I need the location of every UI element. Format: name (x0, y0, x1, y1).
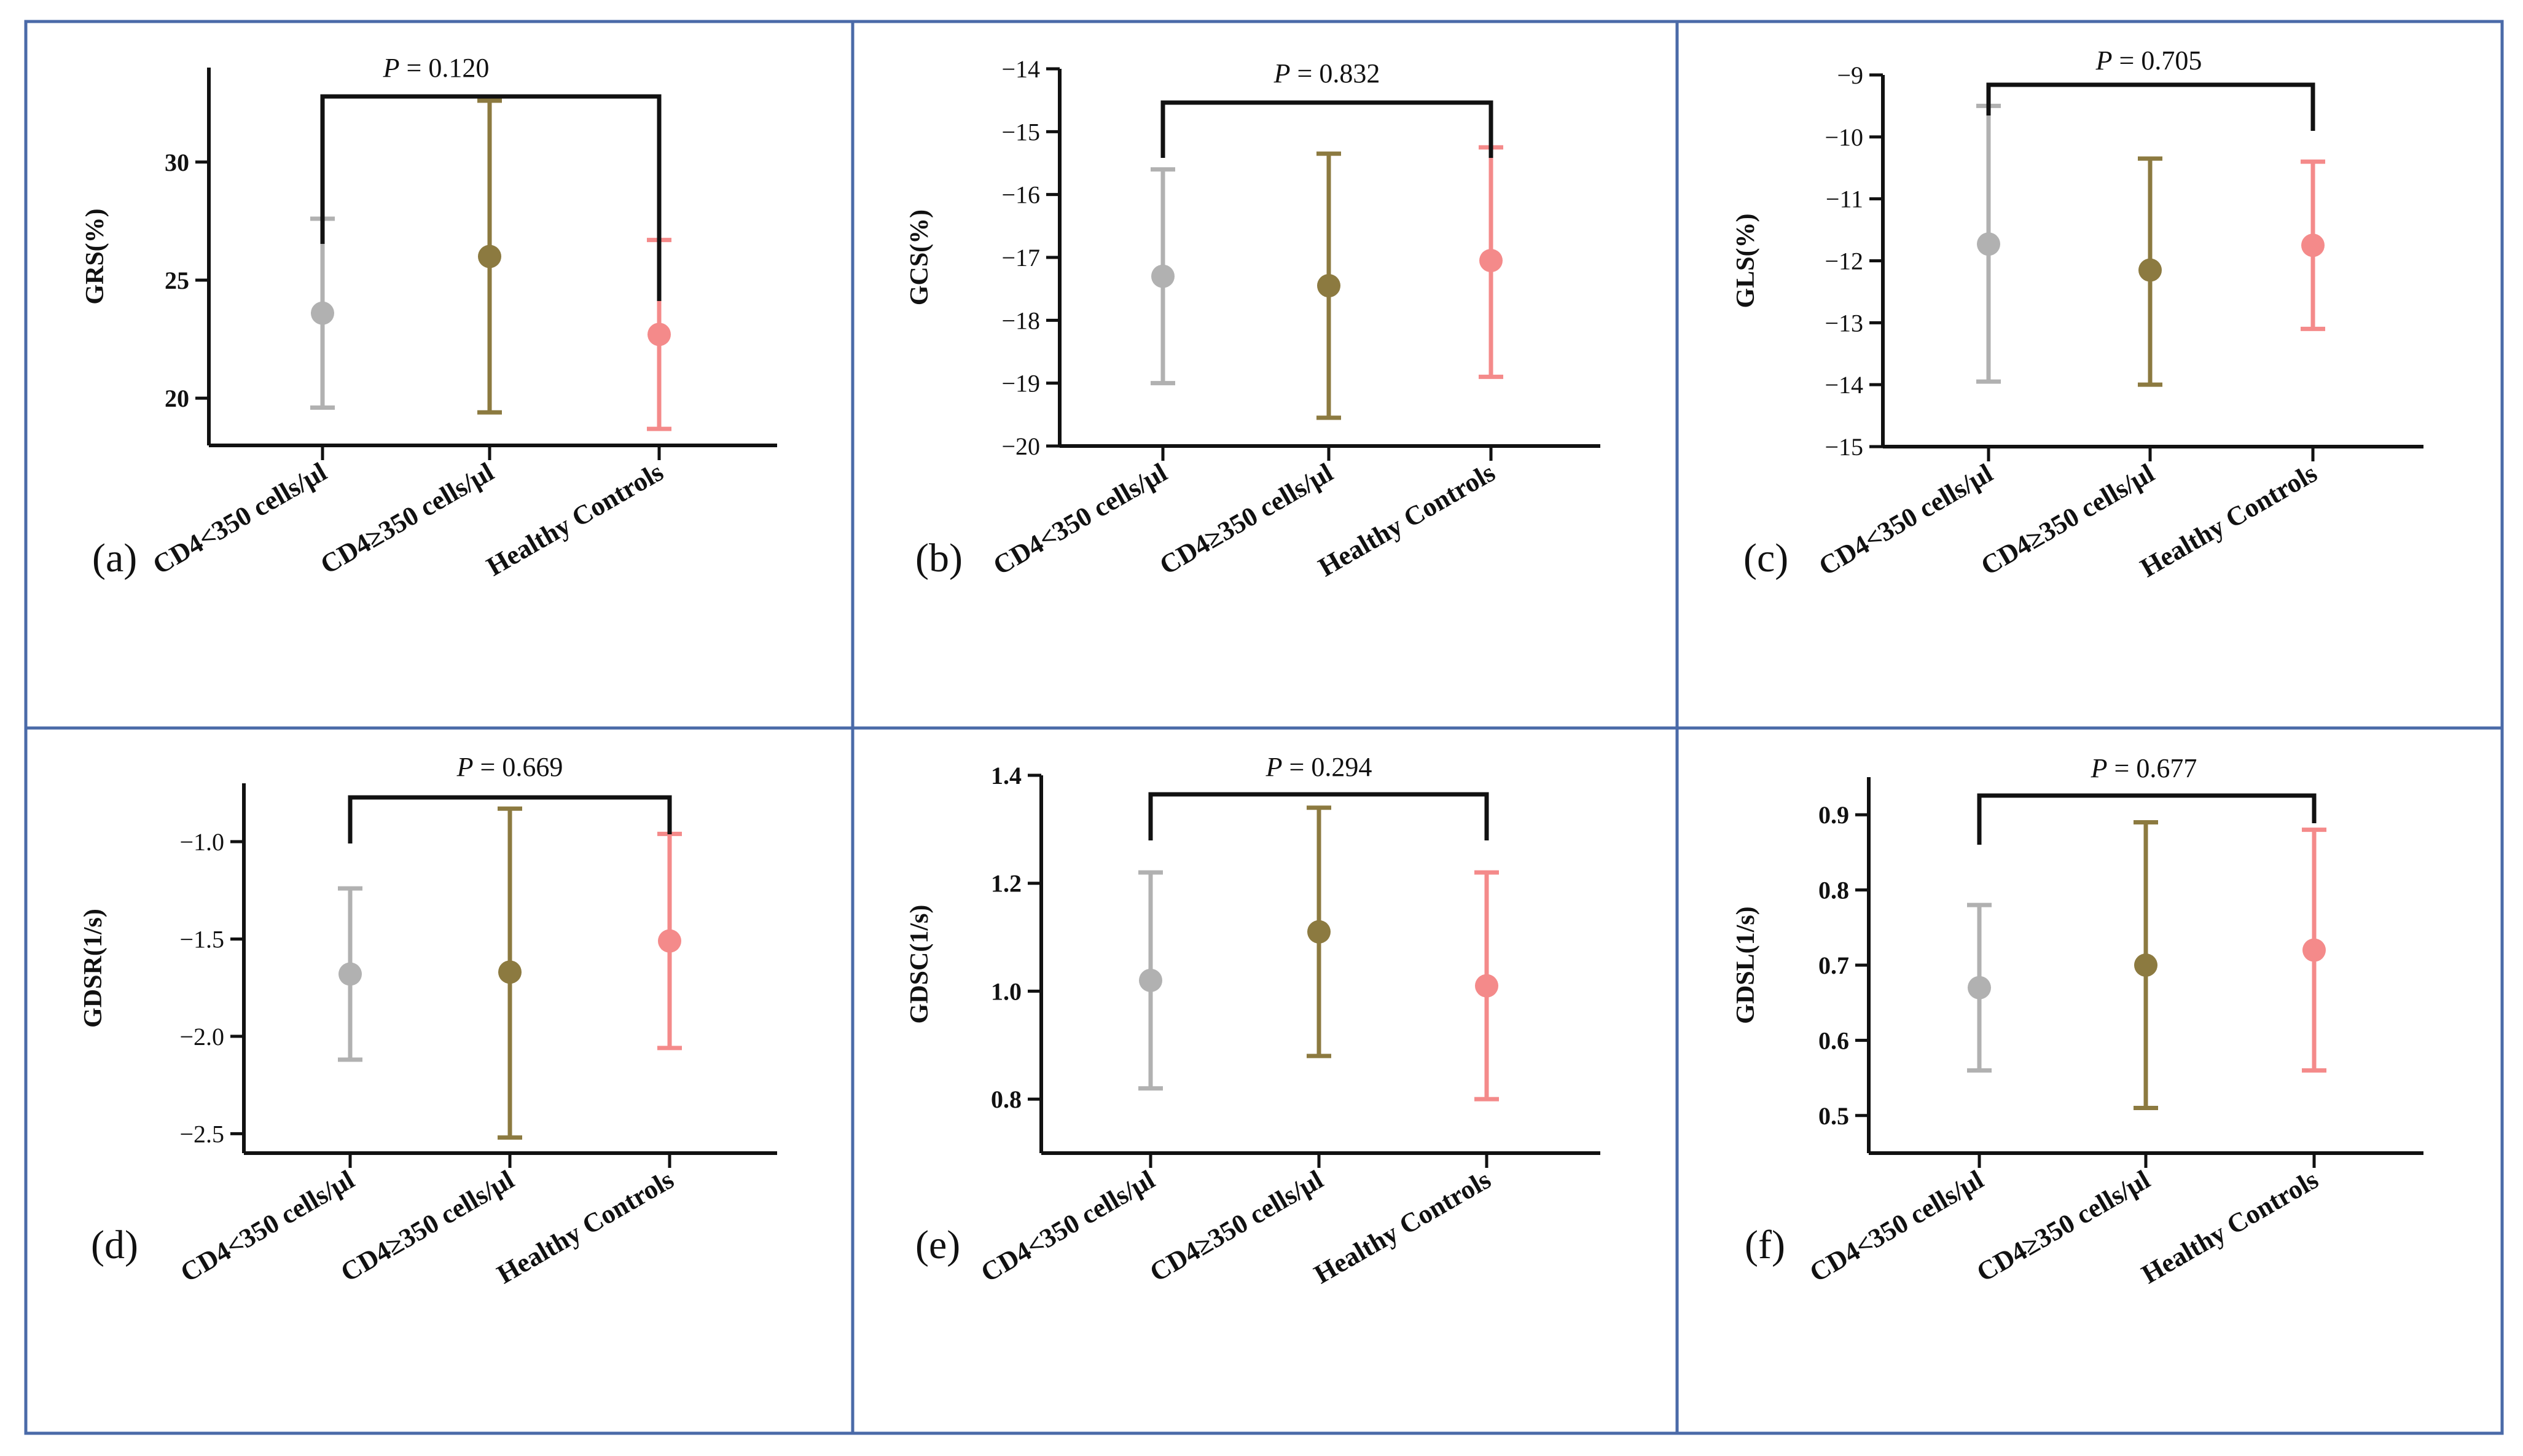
mean-point (647, 323, 671, 346)
mean-point (1977, 232, 2000, 256)
y-tick-label: 1.4 (991, 762, 1022, 789)
p-value-label: P = 0.120 (383, 53, 490, 83)
y-tick-label: −2.5 (179, 1120, 224, 1148)
y-tick-label: −20 (1001, 432, 1040, 460)
mean-point (311, 301, 334, 325)
panel-letter-label: (d) (91, 1223, 138, 1267)
mean-point (2302, 938, 2326, 962)
p-value-label: P = 0.705 (2095, 45, 2202, 76)
y-tick-label: −2.0 (179, 1023, 224, 1051)
mean-point (2138, 258, 2162, 282)
y-tick-label: 0.8 (1818, 877, 1849, 904)
panel-letter-label: (b) (915, 536, 963, 581)
y-tick-label: 0.5 (1818, 1102, 1849, 1130)
significance-bracket (1148, 792, 1489, 840)
y-axis-title: GDSC(1/s) (906, 905, 934, 1024)
y-tick-label: −19 (1001, 370, 1040, 397)
mean-point (1317, 274, 1340, 298)
panel-letter-label: (f) (1745, 1223, 1785, 1267)
y-tick-label: −15 (1825, 433, 1863, 461)
y-tick-label: −12 (1825, 248, 1863, 275)
y-tick-label: −9 (1837, 61, 1863, 89)
mean-point (1307, 920, 1331, 944)
y-tick-label: −15 (1001, 118, 1040, 146)
y-tick-label: 20 (165, 385, 189, 412)
p-value-label: P = 0.832 (1273, 58, 1380, 88)
y-axis-title: GRS(%) (81, 208, 109, 304)
mean-point (1139, 968, 1162, 992)
y-axis-title: GCS(%) (906, 209, 934, 305)
mean-point (1475, 974, 1498, 998)
y-tick-label: 0.9 (1818, 801, 1849, 829)
y-tick-label: 25 (165, 267, 189, 294)
y-tick-label: −13 (1825, 309, 1863, 337)
mean-point (1479, 249, 1503, 273)
y-tick-label: −1.5 (179, 925, 224, 953)
y-tick-label: −16 (1001, 181, 1040, 209)
mean-point (498, 960, 522, 984)
y-axis-title: GDSR(1/s) (79, 909, 108, 1028)
significance-bracket (1160, 100, 1493, 158)
p-value-label: P = 0.294 (1265, 752, 1372, 782)
y-tick-label: 1.0 (991, 977, 1022, 1005)
mean-point (338, 962, 362, 986)
mean-point (2134, 953, 2157, 977)
significance-bracket (320, 94, 662, 301)
panel-letter-label: (a) (92, 536, 137, 581)
mean-point (478, 245, 501, 268)
significance-bracket (348, 795, 672, 843)
p-value-label: P = 0.677 (2091, 753, 2197, 783)
mean-point (658, 929, 681, 953)
y-tick-label: 0.8 (991, 1086, 1022, 1113)
y-axis-title: GLS(%) (1732, 213, 1760, 308)
significance-bracket (1986, 82, 2315, 131)
y-axis-title: GDSL(1/s) (1732, 906, 1760, 1024)
mean-point (1968, 976, 1991, 1000)
mean-point (2301, 233, 2325, 257)
y-tick-label: −14 (1825, 371, 1863, 399)
panel-grid-frame (24, 20, 2504, 1435)
y-tick-label: −11 (1826, 186, 1863, 213)
y-tick-label: 0.7 (1818, 952, 1849, 979)
mean-point (1151, 264, 1175, 288)
y-tick-label: −10 (1825, 123, 1863, 151)
y-tick-label: 1.2 (991, 870, 1022, 898)
y-tick-label: −14 (1001, 55, 1040, 83)
y-tick-label: −18 (1001, 307, 1040, 334)
significance-bracket (1977, 793, 2317, 845)
panel-letter-label: (c) (1743, 536, 1788, 581)
y-tick-label: 30 (165, 149, 189, 176)
panel-letter-label: (e) (915, 1223, 960, 1267)
y-tick-label: −1.0 (179, 828, 224, 856)
p-value-label: P = 0.669 (456, 752, 563, 782)
y-tick-label: −17 (1001, 244, 1040, 272)
y-tick-label: 0.6 (1818, 1027, 1849, 1054)
